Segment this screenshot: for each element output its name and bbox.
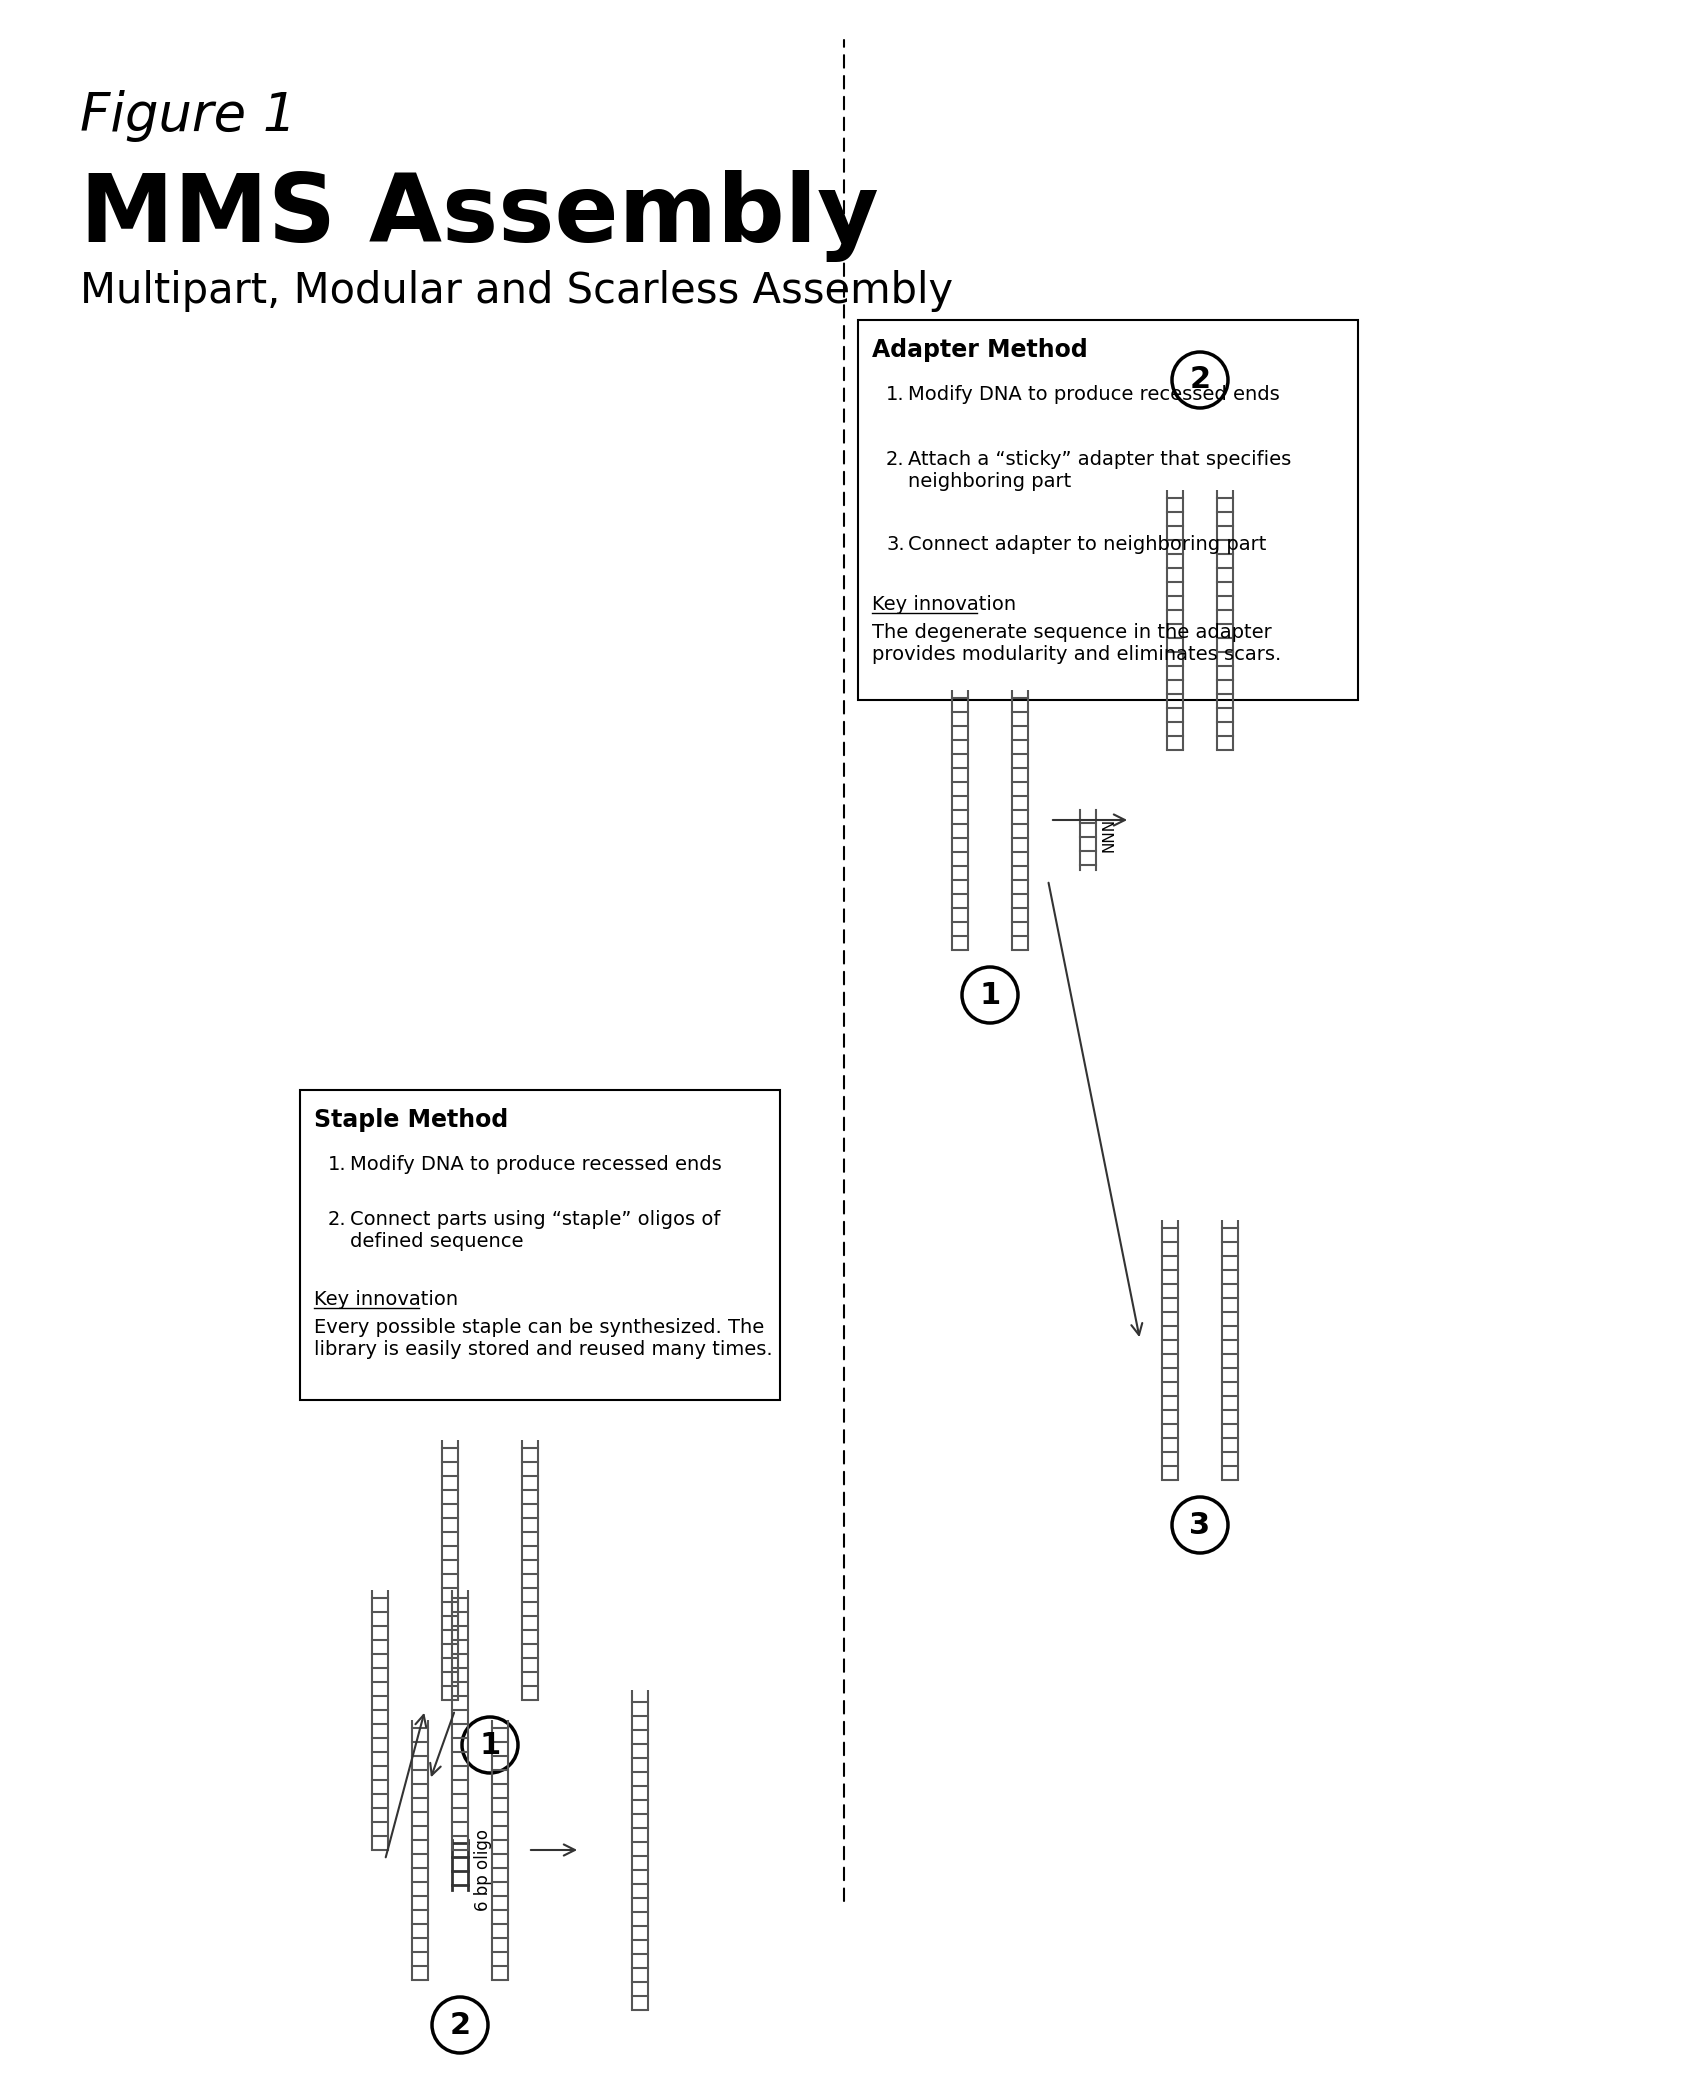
Text: 1.: 1. [327,1155,346,1174]
Text: 1.: 1. [886,385,905,404]
Text: 2: 2 [449,2010,471,2039]
Text: Adapter Method: Adapter Method [873,337,1087,362]
Text: 1: 1 [979,980,1001,1009]
Text: The degenerate sequence in the adapter
provides modularity and eliminates scars.: The degenerate sequence in the adapter p… [873,622,1281,664]
Text: NNN: NNN [1102,818,1116,851]
Text: Key innovation: Key innovation [314,1290,457,1309]
Text: 2: 2 [1190,366,1210,395]
FancyBboxPatch shape [300,1090,780,1401]
Text: Figure 1: Figure 1 [79,89,297,142]
Text: 3.: 3. [886,535,905,554]
Text: MMS Assembly: MMS Assembly [79,171,879,262]
Text: Attach a “sticky” adapter that specifies
neighboring part: Attach a “sticky” adapter that specifies… [908,449,1291,491]
Text: Multipart, Modular and Scarless Assembly: Multipart, Modular and Scarless Assembly [79,271,954,312]
Text: 3: 3 [1190,1511,1210,1540]
Text: Modify DNA to produce recessed ends: Modify DNA to produce recessed ends [908,385,1280,404]
Text: Modify DNA to produce recessed ends: Modify DNA to produce recessed ends [349,1155,722,1174]
Text: Key innovation: Key innovation [873,595,1016,614]
Text: Every possible staple can be synthesized. The
library is easily stored and reuse: Every possible staple can be synthesized… [314,1317,773,1359]
Text: 6 bp oligo: 6 bp oligo [474,1829,491,1910]
Text: Staple Method: Staple Method [314,1107,508,1132]
Text: 2.: 2. [886,449,905,468]
Text: Connect adapter to neighboring part: Connect adapter to neighboring part [908,535,1266,554]
Text: 2.: 2. [327,1209,346,1230]
Text: 1: 1 [479,1731,501,1761]
FancyBboxPatch shape [858,320,1359,699]
Text: Connect parts using “staple” oligos of
defined sequence: Connect parts using “staple” oligos of d… [349,1209,721,1251]
